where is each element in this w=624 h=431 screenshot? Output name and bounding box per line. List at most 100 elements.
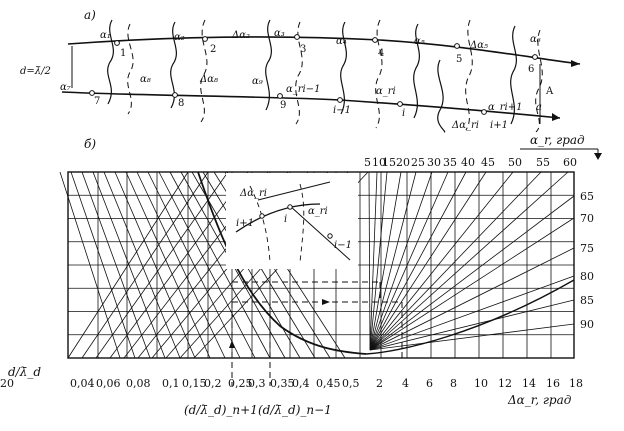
left-diagonal-b	[95, 171, 229, 359]
fan-line-top	[369, 171, 569, 351]
top-tick: 30	[427, 156, 441, 169]
part-b-label: б)	[84, 137, 96, 151]
lower-arrowhead	[552, 113, 560, 121]
delta-5: Δα₅	[469, 40, 488, 51]
right-tick-labels: 65 70 75 80 85 90	[580, 190, 594, 331]
part-a-diagram: а)	[20, 8, 581, 133]
right-bottom-axis-title: Δα_r, град	[507, 393, 572, 407]
top-tick: 5	[364, 156, 371, 169]
right-fan-family	[368, 171, 575, 351]
right-tick: 85	[580, 294, 594, 307]
guide-arrow-up	[229, 340, 235, 348]
delta-ri: Δα_ri	[451, 120, 479, 131]
fan-line-top	[369, 171, 417, 351]
right-bottom-tick: 20	[0, 377, 14, 390]
callout-n+1: (d/λ̄_d)_n+1	[184, 403, 258, 417]
upper-point-6: 6	[528, 64, 534, 75]
left-tick: 0,4	[292, 377, 310, 390]
alpha-ri-1: α_ri−1	[286, 84, 320, 95]
top-tick: 25	[411, 156, 425, 169]
alpha-8: α₈	[140, 74, 151, 85]
right-bottom-tick: 2	[376, 377, 383, 390]
left-diagonal	[81, 171, 151, 359]
inset-diagram	[235, 181, 351, 263]
left-diagonal	[59, 171, 121, 359]
fan-line-top	[369, 171, 514, 351]
left-tick: 0,1	[162, 377, 180, 390]
left-diagonal	[136, 171, 226, 359]
alpha-6: α₆	[530, 34, 541, 45]
fan-line-top	[369, 171, 467, 351]
fan-line-top	[369, 171, 388, 351]
top-tick: 55	[536, 156, 550, 169]
right-tick: 70	[580, 212, 594, 225]
alpha-5: α₅	[414, 36, 425, 47]
fan-line-top	[369, 171, 433, 351]
right-tick: 80	[580, 270, 594, 283]
top-tick: 60	[563, 156, 577, 169]
alpha-ri+1: α_ri+1	[488, 102, 522, 113]
alpha-3: α₃	[274, 28, 285, 39]
upper-point-5: 5	[456, 54, 462, 65]
alpha-2: α₂	[174, 32, 185, 43]
part-b-nomogram: б) α_r, град	[0, 133, 602, 417]
delta-2: Δα₂	[231, 30, 250, 41]
right-bottom-tick: 14	[522, 377, 536, 390]
left-diagonal-b	[109, 171, 249, 359]
alpha-4: α₄	[336, 36, 347, 47]
left-tick: 0,45	[316, 377, 341, 390]
alpha-1: α₁	[100, 30, 111, 41]
left-tick: 0,3	[248, 377, 266, 390]
right-tick: 75	[580, 242, 594, 255]
main-curve	[197, 171, 367, 355]
right-tick: 65	[580, 190, 594, 203]
alpha-9: α₉	[252, 76, 263, 87]
left-diagonal-b	[81, 171, 209, 359]
alpha-7: α₇	[60, 82, 71, 93]
right-curve	[365, 279, 575, 355]
inset-i+1: i+1	[236, 218, 254, 229]
top-tick: 45	[481, 156, 495, 169]
fan-line-right	[369, 195, 575, 351]
lower-point-7: 7	[94, 96, 100, 107]
wave-crests-solid	[107, 19, 518, 133]
bottom-left-tick-labels: 0,04 0,06 0,08 0,1 0,150,2 0,250,3 0,350,4 0,45…	[70, 377, 360, 390]
left-tick: 0,5	[342, 377, 360, 390]
part-a-label: а)	[84, 8, 96, 22]
inset-i-1: i−1	[334, 240, 352, 251]
right-bottom-tick: 12	[498, 377, 512, 390]
top-tick: 50	[508, 156, 522, 169]
lower-point-i: i	[402, 108, 405, 119]
left-tick: 0,15	[182, 377, 207, 390]
fan-line-top	[369, 171, 542, 351]
left-diagonal	[125, 171, 211, 359]
lower-point-8: 8	[178, 98, 184, 109]
left-tick: 0,35	[270, 377, 295, 390]
upper-arrowhead	[571, 60, 580, 67]
left-diagonal	[158, 171, 256, 359]
left-diagonal	[92, 171, 166, 359]
upper-streamline	[67, 36, 581, 65]
left-diagonal	[70, 171, 136, 359]
fan-line-top	[369, 171, 487, 351]
right-bottom-tick: 10	[474, 377, 488, 390]
left-diagonal	[114, 171, 196, 359]
marker-A: A	[545, 86, 554, 97]
delta-8: Δα₈	[199, 74, 218, 85]
right-bottom-tick: 18	[569, 377, 583, 390]
left-tick: 0,08	[126, 377, 151, 390]
fan-line-right	[369, 299, 575, 351]
top-tick: 15	[382, 156, 396, 169]
left-tick: 0,04	[70, 377, 95, 390]
fan-line-right	[369, 217, 575, 351]
bottom-right-tick-labels: 2 4 6 8 10 12 14 16 18 20	[0, 377, 583, 390]
fan-line-top	[369, 171, 378, 351]
fan-line-right	[369, 323, 575, 351]
fan-line-right	[369, 247, 575, 351]
top-tick: 40	[461, 156, 475, 169]
right-tick: 90	[580, 318, 594, 331]
fan-line-top	[368, 171, 371, 351]
left-tick: 0,25	[228, 377, 253, 390]
